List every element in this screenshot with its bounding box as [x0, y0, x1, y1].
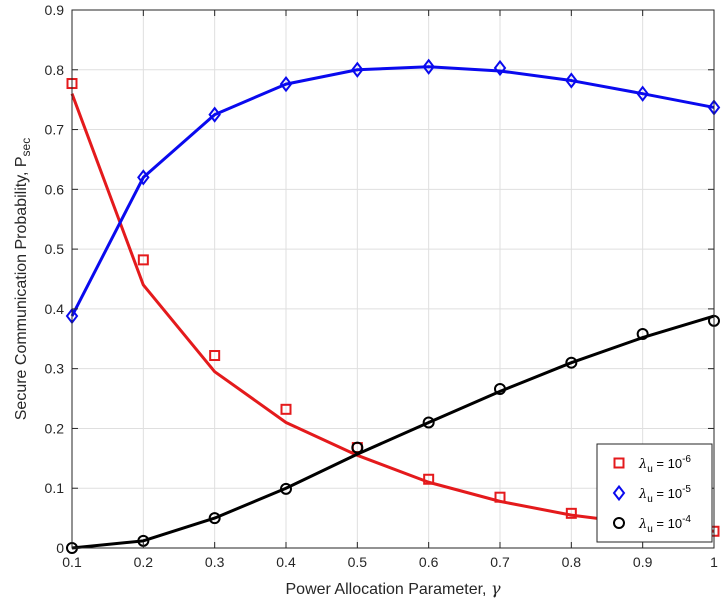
series-3-marker: [565, 356, 578, 369]
series-3-marker: [208, 512, 221, 525]
y-tick-label: 0.5: [45, 241, 65, 257]
series-1-marker: [209, 350, 221, 362]
x-axis-label-symbol: γ: [491, 579, 501, 598]
series-1-marker: [137, 254, 149, 266]
series-2-marker: [422, 58, 435, 75]
series-3-marker: [351, 441, 364, 454]
series-2-marker: [565, 72, 578, 89]
series-3-line: [71, 314, 715, 550]
y-axis-label: Secure Communication Probability, Psec: [13, 138, 33, 421]
x-tick-label: 0.4: [276, 554, 296, 570]
x-axis-ticks: 0.1 0.2 0.3 0.4 0.5 0.6 0.7 0.8 0.9 1: [62, 10, 718, 570]
series-2-marker: [208, 106, 221, 123]
y-tick-label: 0.4: [45, 301, 65, 317]
x-tick-label: 0.8: [562, 554, 582, 570]
y-tick-label: 0.2: [45, 420, 65, 436]
x-tick-label: 0.2: [134, 554, 154, 570]
x-tick-label: 0.1: [62, 554, 82, 570]
x-tick-label: 0.6: [419, 554, 439, 570]
series-3-marker: [280, 482, 292, 495]
x-axis-label: Power Allocation Parameter, γ: [286, 579, 501, 598]
x-tick-label: 0.7: [490, 554, 510, 570]
legend-equals: = 10: [653, 486, 682, 501]
y-axis-label-subscript: sec: [19, 138, 33, 157]
series-2-line: [70, 65, 715, 317]
legend-superscript: -5: [682, 484, 691, 495]
legend-marker-1: [613, 457, 625, 469]
y-tick-label: 0.3: [45, 361, 65, 377]
y-tick-label: 0.9: [45, 2, 65, 18]
plot-frame: [71, 9, 715, 549]
y-axis-ticks: 0 0.1 0.2 0.3 0.4 0.5 0.6 0.7 0.8 0.9: [45, 2, 714, 556]
legend-symbol: λ: [638, 487, 647, 502]
series-3-marker: [422, 416, 435, 429]
series-1-marker: [423, 473, 435, 485]
legend-subscript: u: [647, 524, 653, 535]
legend-label-2: λu = 10-5: [638, 484, 691, 505]
y-tick-label: 0.8: [45, 62, 65, 78]
legend-subscript: u: [647, 464, 653, 475]
series-3-marker: [636, 327, 649, 340]
series-2-marker: [351, 61, 364, 78]
legend: λu = 10-6λu = 10-5λu = 10-4: [596, 443, 713, 543]
series-1-marker: [280, 403, 292, 415]
x-tick-label: 0.3: [205, 554, 225, 570]
series-2-marker: [137, 169, 150, 186]
series-2-marker: [493, 59, 507, 77]
y-tick-label: 0.6: [45, 181, 65, 197]
legend-equals: = 10: [653, 516, 682, 531]
series-2-marker: [279, 75, 293, 93]
y-tick-label: 0.7: [45, 122, 65, 138]
series-2-marker: [636, 85, 649, 102]
legend-marker-3: [613, 517, 625, 529]
series-3-marker: [494, 382, 506, 395]
x-tick-label: 1: [710, 554, 718, 570]
y-tick-label: 0: [56, 540, 64, 556]
x-tick-label: 0.5: [348, 554, 368, 570]
y-tick-label: 0.1: [45, 480, 65, 496]
legend-marker-2: [612, 484, 626, 502]
x-axis-label-text: Power Allocation Parameter,: [286, 581, 491, 598]
x-tick-label: 0.9: [633, 554, 653, 570]
legend-equals: = 10: [653, 456, 682, 471]
legend-subscript: u: [647, 494, 653, 505]
legend-superscript: -4: [682, 514, 691, 525]
series-1-marker: [565, 507, 577, 519]
legend-symbol: λ: [638, 517, 647, 532]
series-1-marker: [494, 491, 506, 503]
series-3: [66, 314, 720, 554]
y-axis-label-text: Secure Communication Probability, P: [13, 156, 30, 420]
legend-box: [596, 443, 713, 543]
legend-label-1: λu = 10-6: [638, 454, 691, 475]
legend-label-3: λu = 10-4: [638, 514, 691, 535]
legend-superscript: -6: [682, 454, 691, 465]
legend-symbol: λ: [638, 457, 647, 472]
series-2: [65, 58, 721, 325]
